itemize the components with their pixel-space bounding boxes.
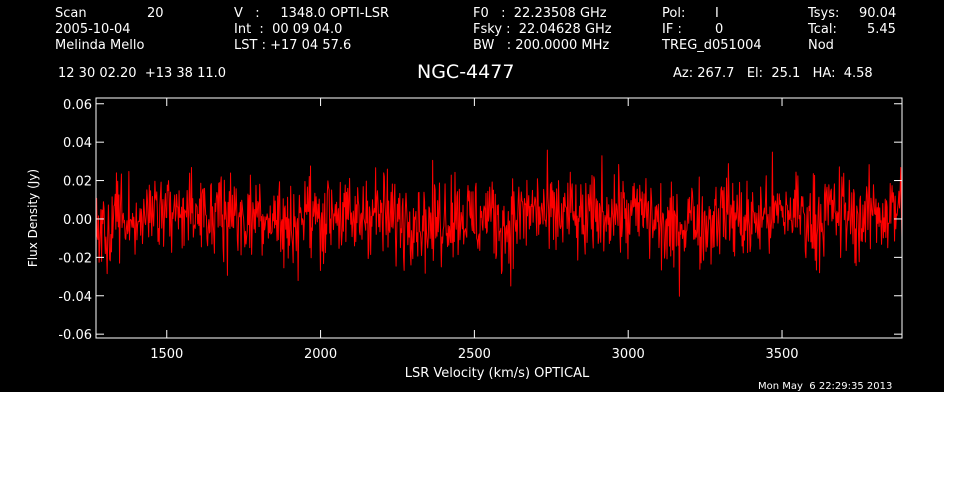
nod-label: Nod: [808, 38, 834, 53]
tcal-value: 5.45: [867, 22, 896, 37]
x-tick-label: 2500: [458, 347, 491, 362]
observer-name: Melinda Mello: [55, 38, 145, 53]
y-tick-label: 0.06: [63, 98, 92, 113]
ticks-layer: 1500 2000 2500 3000 3500 -0.06 -0.04 -0.02 0.00 0…: [58, 98, 902, 362]
y-tick-label: 0.04: [63, 136, 92, 151]
y-tick-label: 0.00: [63, 213, 92, 228]
y-tick-label: -0.06: [58, 328, 92, 343]
y-tick-label: -0.02: [58, 251, 92, 266]
scan-number: 20: [147, 6, 164, 21]
treg-label: TREG_d051004: [662, 38, 762, 53]
if-value: 0: [715, 22, 724, 37]
bandwidth-line: BW : 200.0000 MHz: [473, 38, 610, 53]
x-tick-label: 1500: [150, 347, 183, 362]
spectrum-chart: Flux Density (Jy) LSR Velocity (km/s) OP…: [26, 97, 903, 381]
tcal-label: Tcal:: [808, 22, 837, 37]
x-tick-label: 3000: [612, 347, 645, 362]
footer-timestamp: Mon May 6 22:29:35 2013: [758, 381, 893, 392]
tsys-value: 90.04: [859, 6, 897, 21]
y-axis-label: Flux Density (Jy): [26, 169, 40, 267]
x-axis-label: LSR Velocity (km/s) OPTICAL: [405, 366, 590, 381]
lst-line: LST : +17 04 57.6: [234, 38, 352, 53]
y-axis-label-group: Flux Density (Jy): [26, 169, 40, 267]
velocity-line: V : 1348.0 OPTI-LSR: [234, 6, 390, 21]
y-tick-label: 0.02: [63, 175, 92, 190]
x-tick-label: 3500: [765, 347, 798, 362]
pol-value: I: [715, 6, 719, 21]
tsys-label: Tsys:: [808, 6, 840, 21]
az-el-ha-line: Az: 267.7 El: 25.1 HA: 4.58: [673, 66, 873, 81]
y-tick-label: -0.04: [58, 290, 92, 305]
x-tick-label: 2000: [304, 347, 337, 362]
integration-line: Int : 00 09 04.0: [234, 22, 343, 37]
observation-date: 2005-10-04: [55, 22, 131, 37]
trace-layer: [95, 149, 903, 297]
if-label: IF :: [662, 22, 682, 37]
spectrum-series-line: [95, 149, 903, 297]
plot-frame: [95, 97, 903, 339]
pol-label: Pol:: [662, 6, 686, 21]
source-coordinates: 12 30 02.20 +13 38 11.0: [58, 66, 227, 81]
scan-label: Scan: [55, 6, 87, 21]
rest-frequency-line: F0 : 22.23508 GHz: [473, 6, 607, 21]
sky-frequency-line: Fsky : 22.04628 GHz: [473, 22, 612, 37]
chart-title: NGC-4477: [417, 61, 515, 83]
